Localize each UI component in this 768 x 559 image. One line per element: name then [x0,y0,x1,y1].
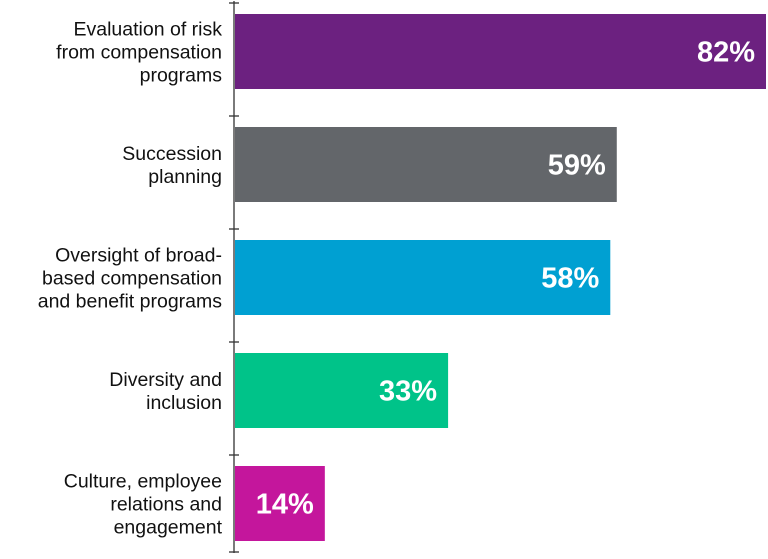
category-label: Culture, employee [64,471,222,493]
bar [235,14,766,89]
category-label: Oversight of broad- [55,245,222,267]
category-label: inclusion [146,392,222,414]
category-label: programs [140,65,223,87]
data-label: 14% [256,489,314,521]
data-label: 82% [697,37,755,69]
category-label: Diversity and [109,369,222,391]
category-label: relations and [110,494,222,516]
data-label: 59% [548,150,606,182]
category-label: Evaluation of risk [74,19,223,41]
category-label: engagement [114,517,223,539]
category-label: Succession [122,143,222,165]
category-label: planning [148,166,222,188]
category-label: and benefit programs [38,291,223,313]
data-label: 58% [541,263,599,295]
category-label: based compensation [42,268,222,290]
bar [235,353,449,428]
category-label: from compensation [56,42,222,64]
bar [235,127,617,202]
bar [235,466,325,541]
bar [235,240,611,315]
data-label: 33% [379,376,437,408]
